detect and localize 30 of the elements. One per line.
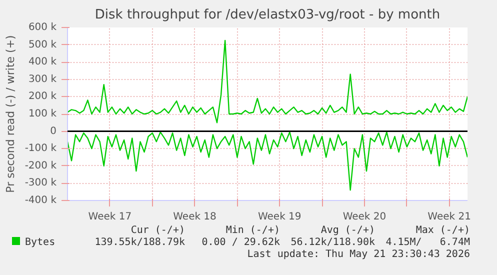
y-tick-label: 600 k [28,22,57,33]
y-tick-label: 500 k [28,39,57,50]
line-series [68,132,468,191]
y-axis-title: Pr second read (-) / write (+) [4,35,17,193]
x-tick-label: Week 19 [258,212,302,222]
x-tick-label: Week 17 [88,212,132,222]
x-tick-label: Week 20 [342,212,386,222]
chart-title: Disk throughput for /dev/elastx03-vg/root - by month [94,8,440,22]
text: Avg (-/+) [320,225,375,237]
y-tick-label: -400 k [24,195,57,206]
y-tick-label: 200 k [28,91,57,102]
text: 139.55k/188.79k [94,237,185,249]
text: 56.12k/118.90k [290,237,375,249]
y-tick-label: 100 k [28,108,57,120]
y-tick-label: 400 k [28,56,57,68]
x-tick-label: Week 18 [173,212,216,222]
y-tick-label: -100 k [24,143,57,154]
y-tick-label: 300 k [28,74,57,85]
text: 4.15M/ 6.74M [384,237,470,249]
text: Max (-/+) [414,225,470,237]
y-tick-label: 0 [50,126,57,137]
text: 0.00 / 29.62k [200,237,280,249]
text: Min (-/+) [224,225,280,237]
y-tick-label: -300 k [24,178,57,189]
y-tick-label: -200 k [24,160,57,172]
line-series [68,40,468,124]
text: Last update: Thu May 21 23:30:43 2026 [246,249,470,261]
text: Cur (-/+) [130,225,185,237]
x-tick-label: Week 21 [428,212,471,222]
legend-label: Bytes [24,237,56,249]
